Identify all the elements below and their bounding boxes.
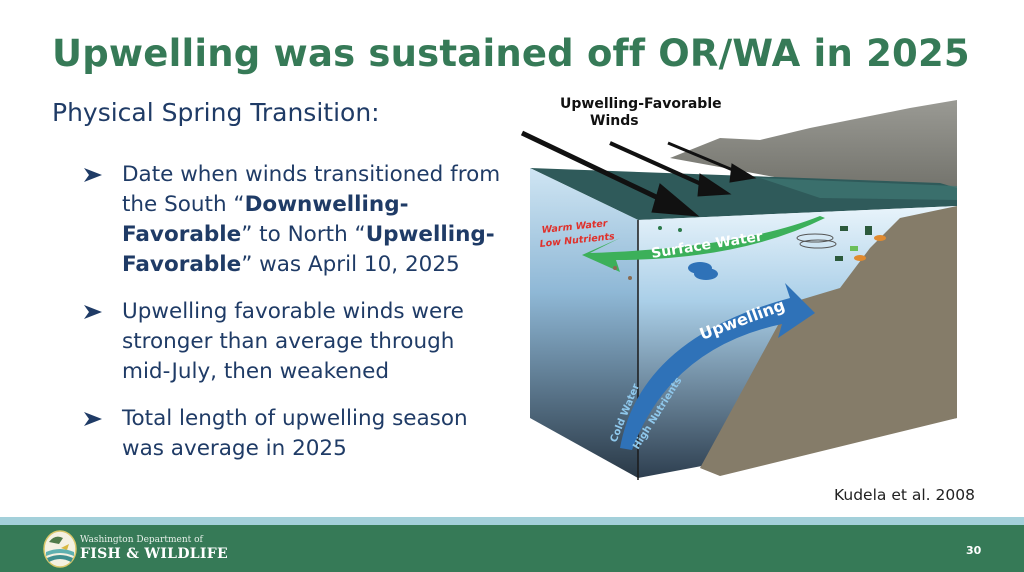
slide-title: Upwelling was sustained off OR/WA in 202… <box>52 32 970 75</box>
marine-life-icons <box>613 226 886 280</box>
bullet-list: Date when winds transitioned from the So… <box>84 160 504 481</box>
upwelling-arrow <box>620 283 815 450</box>
arrowhead-bullet-icon <box>84 168 102 182</box>
bullet-bold-text: Upwelling-Favorable <box>122 222 495 277</box>
bullet-item: Upwelling favorable winds were stronger … <box>84 297 504 387</box>
footer-stripe <box>0 517 1024 525</box>
water-left-face <box>530 168 638 478</box>
citation: Kudela et al. 2008 <box>834 486 975 504</box>
bullet-text: Upwelling favorable winds were stronger … <box>122 299 464 384</box>
bullet-text: Date when winds transitioned from the So… <box>122 162 501 217</box>
bullet-text: Total length of upwelling season was ave… <box>122 406 468 461</box>
page-number: 30 <box>966 544 982 557</box>
upwelling-diagram: Upwelling-Favorable Winds Surface Water … <box>520 96 957 480</box>
coastline-hills <box>670 100 957 198</box>
bullet-text: ” to North “ <box>241 222 366 247</box>
org-name-line2: FISH & WILDLIFE <box>80 546 228 562</box>
wdfw-logo-icon <box>43 530 77 568</box>
footer-bar <box>0 525 1024 572</box>
arrowhead-bullet-icon <box>84 305 102 319</box>
slide-subtitle: Physical Spring Transition: <box>52 98 380 127</box>
sea-surface <box>530 168 957 220</box>
org-name-line1: Washington Department of <box>80 535 203 545</box>
wind-label-line1: Upwelling-Favorable <box>560 96 722 112</box>
bullet-item: Total length of upwelling season was ave… <box>84 404 504 464</box>
arrowhead-bullet-icon <box>84 412 102 426</box>
wind-label-line2: Winds <box>590 113 639 129</box>
bullet-item: Date when winds transitioned from the So… <box>84 160 504 280</box>
bullet-text: ” was April 10, 2025 <box>241 252 460 277</box>
bullet-bold-text: Downwelling-Favorable <box>122 192 409 247</box>
seafloor-shelf <box>700 206 957 476</box>
wind-arrows <box>520 130 757 217</box>
surface-water-arrow <box>582 216 825 272</box>
